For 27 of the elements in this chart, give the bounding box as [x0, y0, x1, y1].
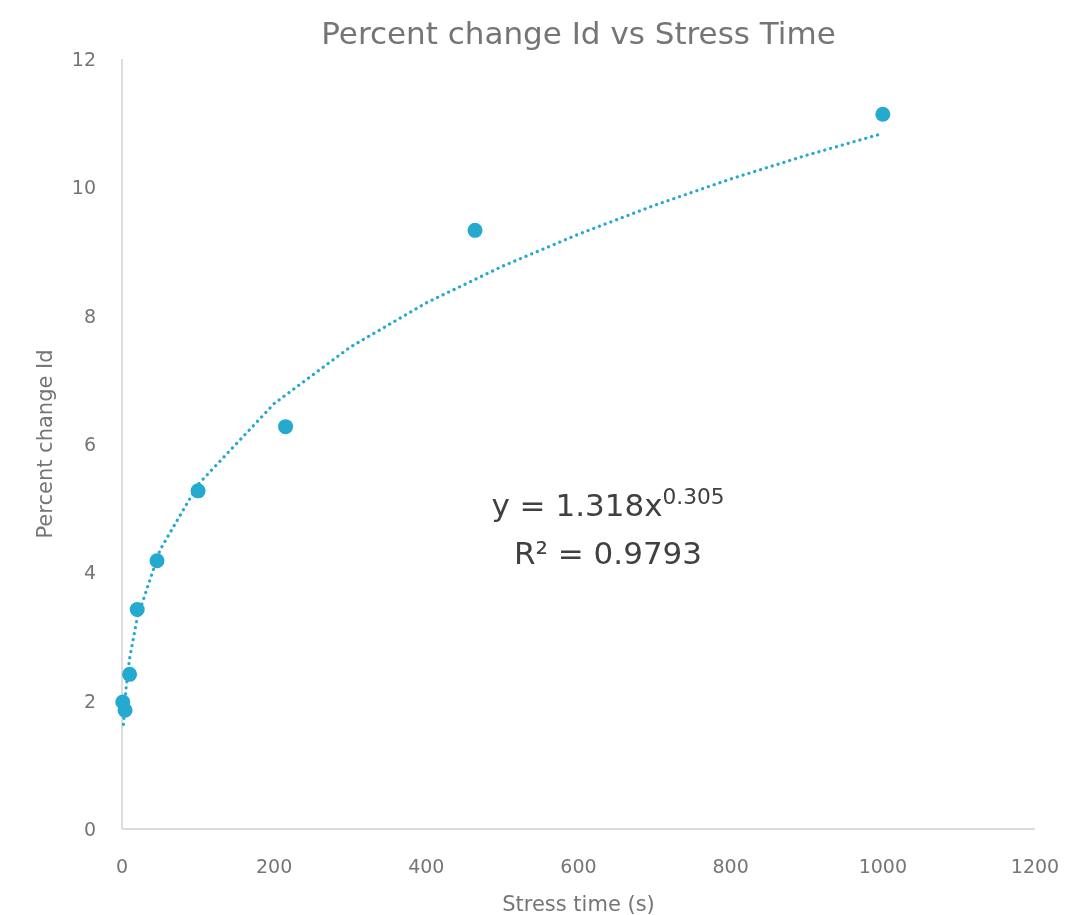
y-axis-title: Percent change Id: [33, 349, 57, 539]
point: [278, 419, 294, 435]
point: [117, 702, 133, 718]
y-tick-label: 6: [83, 433, 96, 455]
y-tick-label: 10: [71, 176, 96, 199]
chart-title: Percent change Id vs Stress Time: [321, 15, 836, 51]
x-tick-label: 1000: [858, 855, 908, 877]
point: [129, 602, 145, 618]
point: [875, 106, 891, 122]
y-tick-label: 2: [83, 689, 96, 712]
y-tick-label: 0: [83, 818, 96, 840]
y-tick-label: 4: [83, 561, 96, 584]
x-tick-label: 1200: [1010, 855, 1060, 877]
x-axis-title: Stress time (s): [502, 892, 655, 915]
x-tick-label: 200: [256, 855, 293, 877]
annotation: R² = 0.9793: [513, 535, 703, 571]
x-tick-label: 800: [712, 855, 749, 877]
point: [190, 483, 206, 499]
point: [122, 666, 138, 682]
point: [467, 222, 483, 238]
annotation: y = 1.318x$^{0.305}$: [491, 483, 725, 523]
y-tick-label: 8: [83, 304, 96, 327]
y-tick-label: 12: [71, 48, 96, 70]
x-tick-label: 400: [408, 855, 445, 877]
x-tick-label: 0: [115, 855, 129, 877]
point: [149, 553, 165, 569]
x-tick-label: 600: [560, 855, 597, 877]
